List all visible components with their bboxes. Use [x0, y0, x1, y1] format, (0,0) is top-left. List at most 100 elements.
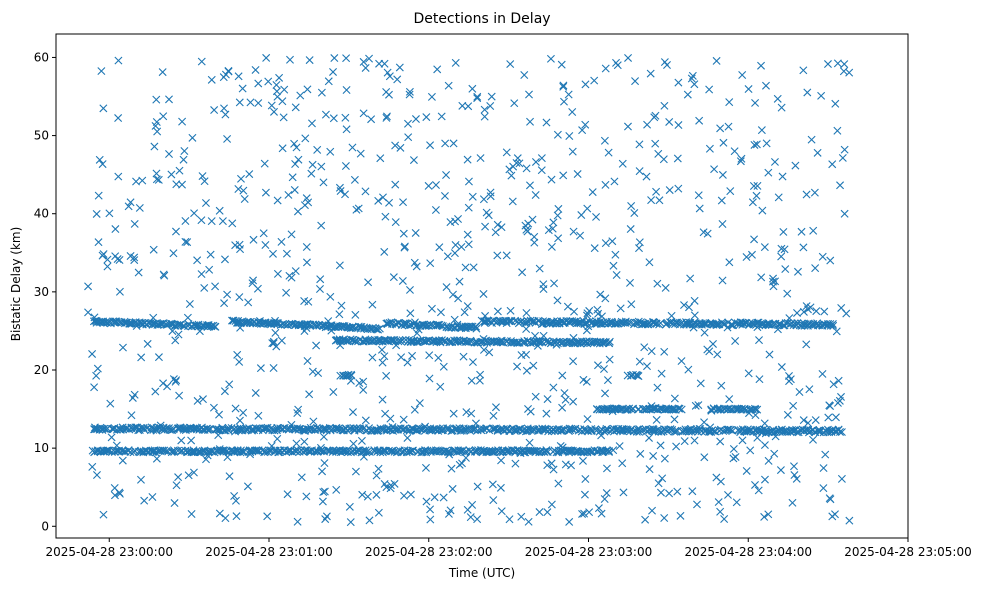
data-point [463, 302, 472, 311]
data-point [152, 169, 161, 178]
data-point [270, 107, 278, 116]
data-point [757, 61, 766, 70]
data-point [660, 347, 669, 356]
data-point [90, 383, 99, 392]
data-point [152, 454, 161, 463]
data-point [493, 307, 502, 316]
data-point [359, 57, 368, 66]
data-point [442, 171, 451, 180]
data-point [107, 433, 116, 442]
data-point [297, 473, 306, 482]
data-point [399, 319, 408, 328]
data-point [476, 154, 485, 163]
data-point [826, 495, 835, 504]
data-point [757, 126, 766, 135]
data-point [219, 73, 228, 82]
data-point [479, 345, 488, 354]
data-point [411, 115, 420, 124]
data-point [601, 389, 610, 398]
data-point [654, 149, 663, 158]
data-point [688, 487, 697, 496]
data-point [604, 148, 613, 157]
data-point [400, 491, 409, 500]
data-point [190, 209, 199, 218]
data-point [636, 426, 645, 435]
data-point [789, 401, 798, 410]
data-point [635, 357, 644, 366]
axes: 0 10 20 30 40 50 60 2025-04-28 23:00:00 2025-04-… [34, 33, 972, 559]
data-point [565, 131, 574, 140]
data-point [548, 224, 557, 233]
data-point [455, 460, 464, 469]
data-point [402, 426, 411, 435]
data-point [777, 252, 786, 261]
data-point [677, 357, 686, 366]
data-point [751, 480, 759, 489]
data-point [539, 331, 548, 340]
data-point [335, 183, 344, 192]
data-point [408, 351, 417, 360]
data-point [680, 437, 689, 446]
data-point [462, 408, 471, 417]
data-point [645, 465, 654, 474]
data-point [713, 405, 722, 414]
data-point [845, 516, 854, 525]
data-point [284, 190, 293, 199]
data-point [169, 249, 178, 258]
data-point [341, 336, 350, 345]
data-point [529, 361, 538, 370]
data-point [115, 489, 124, 498]
data-point [358, 490, 367, 499]
data-point [315, 284, 324, 293]
data-point [742, 466, 751, 475]
data-point [819, 464, 828, 473]
data-point [601, 180, 610, 189]
data-point [783, 410, 792, 419]
data-point [464, 102, 473, 111]
data-point [341, 113, 350, 122]
data-point [405, 285, 414, 294]
data-point [154, 175, 163, 184]
data-point [833, 59, 842, 68]
data-point [115, 287, 124, 296]
data-point [138, 176, 147, 185]
data-point [282, 288, 291, 297]
data-point [326, 292, 335, 301]
data-point [291, 103, 300, 112]
y-tick-label: 30 [34, 285, 49, 299]
data-point [282, 249, 291, 258]
data-point [713, 320, 722, 329]
data-point [251, 388, 260, 397]
data-point [110, 491, 119, 500]
data-point [349, 447, 358, 456]
data-point [623, 425, 632, 434]
data-points [84, 53, 854, 527]
data-point [479, 195, 488, 204]
data-point [564, 90, 573, 99]
data-point [522, 164, 531, 173]
data-point [421, 463, 430, 472]
data-point [626, 225, 635, 234]
data-point [488, 480, 497, 489]
data-point [291, 267, 300, 276]
data-point [225, 380, 234, 389]
data-point [346, 335, 355, 344]
data-point [660, 101, 669, 110]
data-point [777, 103, 786, 112]
data-point [292, 143, 301, 152]
data-point [273, 434, 282, 443]
data-point [94, 238, 103, 247]
data-point [493, 251, 502, 260]
data-point [221, 514, 230, 523]
data-point [582, 311, 591, 320]
data-point [496, 425, 505, 434]
data-point [590, 244, 599, 253]
data-point [837, 474, 846, 483]
data-point [277, 336, 286, 345]
data-point [245, 170, 254, 179]
data-point [514, 424, 523, 433]
data-point [412, 262, 421, 271]
data-point [396, 337, 405, 346]
data-point [296, 91, 305, 100]
